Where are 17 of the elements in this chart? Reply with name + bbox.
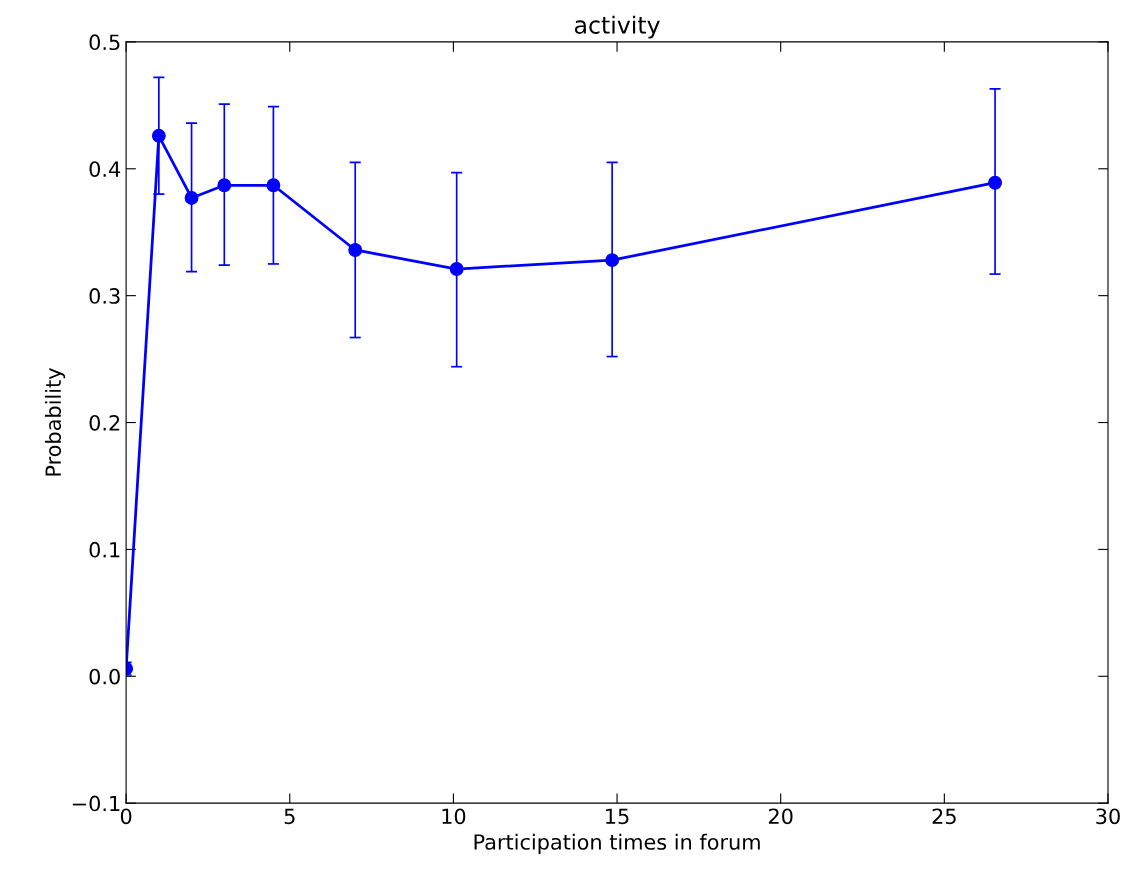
- chart-title: activity: [574, 15, 660, 39]
- y-tick-label: 0.5: [89, 34, 120, 51]
- y-tick-label: −0.1: [72, 795, 120, 812]
- y-tick-label: 0.3: [89, 288, 120, 304]
- y-tick-label: 0.2: [89, 414, 120, 431]
- x-tick-label: 15: [606, 808, 629, 825]
- x-tick-label: 20: [768, 808, 793, 825]
- x-tick-label: 25: [932, 808, 956, 825]
- y-tick-label: 0.4: [89, 161, 121, 177]
- y-axis-title: Probability: [44, 368, 66, 476]
- y-tick-label: 0.1: [89, 541, 120, 558]
- x-tick-label: 10: [442, 808, 466, 825]
- x-tick-label: 5: [284, 808, 295, 825]
- x-tick-label: 30: [1096, 808, 1120, 825]
- x-tick-label: 0: [120, 808, 132, 825]
- x-axis-title: Participation times in forum: [474, 833, 760, 854]
- y-tick-label: 0.0: [89, 668, 120, 685]
